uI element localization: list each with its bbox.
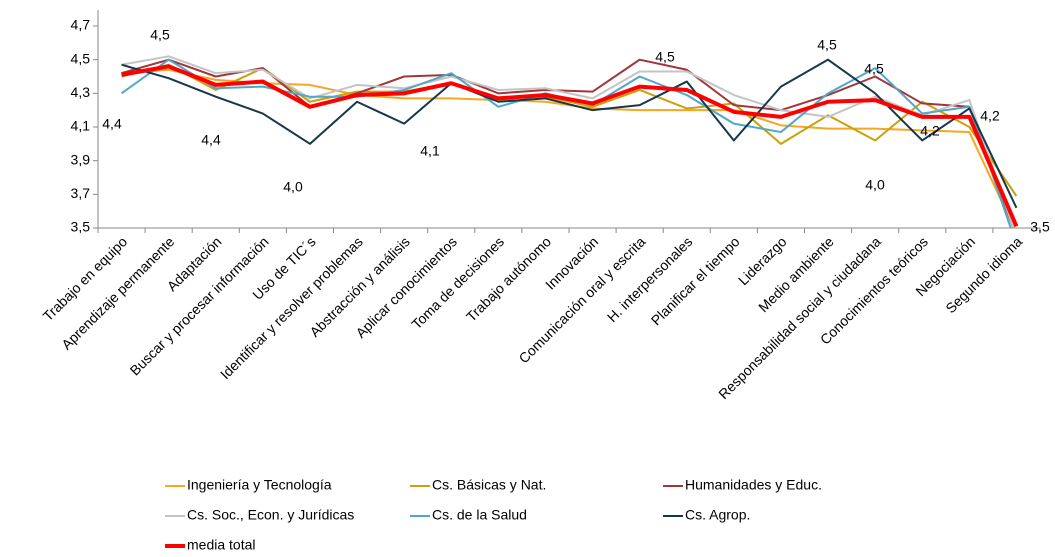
annotation: 4,5 (864, 61, 884, 77)
x-tick-label: Trabajo en equipo (40, 233, 131, 324)
annotation: 4,4 (102, 116, 122, 132)
legend-label: Cs. Soc., Econ. y Jurídicas (187, 507, 354, 523)
y-tick-label: 4,5 (71, 50, 91, 66)
series-line (121, 64, 1019, 228)
y-tick-label: 4,7 (71, 17, 91, 33)
series-line (120, 58, 1012, 228)
legend-label: Cs. Básicas y Nat. (432, 477, 546, 493)
annotation: 4,5 (655, 49, 675, 65)
legend-label: media total (187, 537, 255, 552)
legend-label: Cs. Agrop. (685, 507, 750, 523)
y-tick-label: 3,7 (71, 185, 91, 201)
y-tick-label: 4,1 (71, 118, 91, 134)
x-tick-label: H. interpersonales (604, 233, 696, 325)
y-tick-label: 3,9 (71, 151, 91, 167)
series-line (121, 58, 1018, 209)
annotation: 3,5 (1030, 219, 1050, 235)
legend-label: Ingeniería y Tecnología (187, 477, 332, 493)
annotation: 4,0 (865, 177, 885, 193)
annotation: 4,2 (920, 123, 940, 139)
annotation: 4,5 (150, 27, 170, 43)
plot-area (120, 55, 1019, 228)
y-tick-label: 3,5 (71, 219, 91, 235)
annotation: 4,5 (817, 37, 837, 53)
annotation: 4,4 (201, 132, 221, 148)
annotation: 4,0 (283, 179, 303, 195)
annotation: 4,1 (420, 143, 440, 159)
y-tick-label: 4,3 (71, 84, 91, 100)
x-tick-label: Trabajo autónomo (463, 233, 554, 324)
x-tick-label: Planificar el tiempo (648, 233, 743, 328)
legend-label: Humanidades y Educ. (685, 477, 822, 493)
legend-label: Cs. de la Salud (432, 507, 527, 523)
annotation: 4,2 (980, 108, 1000, 124)
